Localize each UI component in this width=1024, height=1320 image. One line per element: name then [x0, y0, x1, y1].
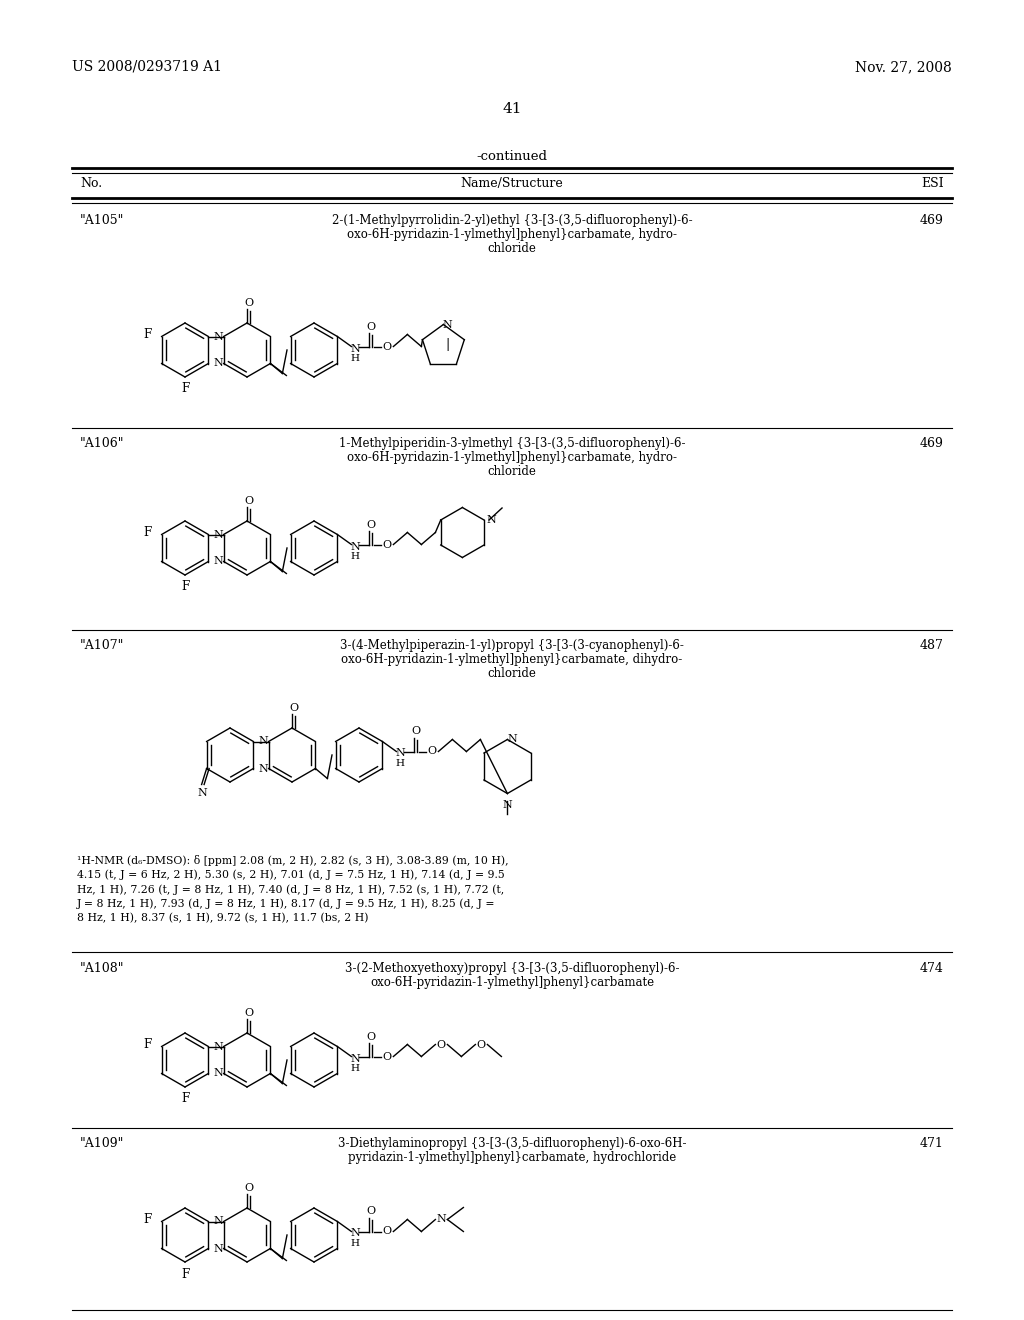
Text: 3-(4-Methylpiperazin-1-yl)propyl {3-[3-(3-cyanophenyl)-6-: 3-(4-Methylpiperazin-1-yl)propyl {3-[3-(… [340, 639, 684, 652]
Text: 41: 41 [502, 102, 522, 116]
Text: N: N [350, 343, 360, 354]
Text: chloride: chloride [487, 242, 537, 255]
Text: O: O [245, 496, 254, 506]
Text: 8 Hz, 1 H), 8.37 (s, 1 H), 9.72 (s, 1 H), 11.7 (bs, 2 H): 8 Hz, 1 H), 8.37 (s, 1 H), 9.72 (s, 1 H)… [77, 913, 369, 924]
Text: 487: 487 [921, 639, 944, 652]
Text: O: O [383, 1226, 392, 1237]
Text: ¹H-NMR (d₆-DMSO): δ [ppm] 2.08 (m, 2 H), 2.82 (s, 3 H), 3.08-3.89 (m, 10 H),: ¹H-NMR (d₆-DMSO): δ [ppm] 2.08 (m, 2 H),… [77, 855, 509, 866]
Text: O: O [367, 1031, 376, 1041]
Text: N: N [214, 1217, 223, 1226]
Text: ESI: ESI [922, 177, 944, 190]
Text: O: O [367, 322, 376, 331]
Text: O: O [367, 520, 376, 529]
Text: F: F [181, 1093, 189, 1106]
Text: F: F [143, 327, 152, 341]
Text: N: N [442, 319, 453, 330]
Text: O: O [383, 540, 392, 549]
Text: pyridazin-1-ylmethyl]phenyl}carbamate, hydrochloride: pyridazin-1-ylmethyl]phenyl}carbamate, h… [348, 1151, 676, 1164]
Text: J = 8 Hz, 1 H), 7.93 (d, J = 8 Hz, 1 H), 8.17 (d, J = 9.5 Hz, 1 H), 8.25 (d, J =: J = 8 Hz, 1 H), 7.93 (d, J = 8 Hz, 1 H),… [77, 899, 496, 909]
Text: Nov. 27, 2008: Nov. 27, 2008 [855, 59, 952, 74]
Text: N: N [198, 788, 208, 799]
Text: F: F [143, 1038, 152, 1051]
Text: 2-(1-Methylpyrrolidin-2-yl)ethyl {3-[3-(3,5-difluorophenyl)-6-: 2-(1-Methylpyrrolidin-2-yl)ethyl {3-[3-(… [332, 214, 692, 227]
Text: N: N [350, 541, 360, 552]
Text: N: N [395, 748, 406, 759]
Text: O: O [245, 298, 254, 308]
Text: "A105": "A105" [80, 214, 124, 227]
Text: N: N [436, 1214, 446, 1225]
Text: N: N [486, 515, 496, 525]
Text: 471: 471 [921, 1137, 944, 1150]
Text: "A106": "A106" [80, 437, 125, 450]
Text: oxo-6H-pyridazin-1-ylmethyl]phenyl}carbamate, hydro-: oxo-6H-pyridazin-1-ylmethyl]phenyl}carba… [347, 228, 677, 242]
Text: O: O [290, 704, 299, 713]
Text: N: N [503, 800, 512, 810]
Text: |: | [445, 338, 450, 351]
Text: N: N [214, 1243, 223, 1254]
Text: F: F [181, 1267, 189, 1280]
Text: 469: 469 [921, 437, 944, 450]
Text: "A108": "A108" [80, 962, 125, 975]
Text: F: F [181, 383, 189, 396]
Text: O: O [412, 726, 421, 737]
Text: 4.15 (t, J = 6 Hz, 2 H), 5.30 (s, 2 H), 7.01 (d, J = 7.5 Hz, 1 H), 7.14 (d, J = : 4.15 (t, J = 6 Hz, 2 H), 5.30 (s, 2 H), … [77, 870, 505, 880]
Text: H: H [351, 552, 359, 561]
Text: -continued: -continued [476, 150, 548, 162]
Text: N: N [214, 359, 223, 368]
Text: O: O [437, 1040, 445, 1049]
Text: 469: 469 [921, 214, 944, 227]
Text: O: O [477, 1040, 486, 1049]
Text: N: N [350, 1229, 360, 1238]
Text: US 2008/0293719 A1: US 2008/0293719 A1 [72, 59, 222, 74]
Text: N: N [508, 734, 517, 744]
Text: chloride: chloride [487, 465, 537, 478]
Text: N: N [214, 1068, 223, 1078]
Text: O: O [245, 1008, 254, 1018]
Text: oxo-6H-pyridazin-1-ylmethyl]phenyl}carbamate: oxo-6H-pyridazin-1-ylmethyl]phenyl}carba… [370, 975, 654, 989]
Text: H: H [351, 1239, 359, 1247]
Text: Hz, 1 H), 7.26 (t, J = 8 Hz, 1 H), 7.40 (d, J = 8 Hz, 1 H), 7.52 (s, 1 H), 7.72 : Hz, 1 H), 7.26 (t, J = 8 Hz, 1 H), 7.40 … [77, 884, 504, 895]
Text: 3-Diethylaminopropyl {3-[3-(3,5-difluorophenyl)-6-oxo-6H-: 3-Diethylaminopropyl {3-[3-(3,5-difluoro… [338, 1137, 686, 1150]
Text: 3-(2-Methoxyethoxy)propyl {3-[3-(3,5-difluorophenyl)-6-: 3-(2-Methoxyethoxy)propyl {3-[3-(3,5-dif… [345, 962, 679, 975]
Text: 1-Methylpiperidin-3-ylmethyl {3-[3-(3,5-difluorophenyl)-6-: 1-Methylpiperidin-3-ylmethyl {3-[3-(3,5-… [339, 437, 685, 450]
Text: oxo-6H-pyridazin-1-ylmethyl]phenyl}carbamate, hydro-: oxo-6H-pyridazin-1-ylmethyl]phenyl}carba… [347, 451, 677, 465]
Text: O: O [428, 747, 437, 756]
Text: "A107": "A107" [80, 639, 124, 652]
Text: O: O [383, 342, 392, 351]
Text: N: N [214, 557, 223, 566]
Text: N: N [259, 737, 268, 747]
Text: "A109": "A109" [80, 1137, 124, 1150]
Text: N: N [259, 763, 268, 774]
Text: F: F [181, 581, 189, 594]
Text: O: O [383, 1052, 392, 1061]
Text: N: N [214, 529, 223, 540]
Text: Name/Structure: Name/Structure [461, 177, 563, 190]
Text: H: H [351, 354, 359, 363]
Text: O: O [245, 1183, 254, 1193]
Text: H: H [351, 1064, 359, 1073]
Text: chloride: chloride [487, 667, 537, 680]
Text: F: F [143, 525, 152, 539]
Text: No.: No. [80, 177, 102, 190]
Text: N: N [214, 1041, 223, 1052]
Text: F: F [143, 1213, 152, 1226]
Text: O: O [367, 1206, 376, 1217]
Text: H: H [396, 759, 404, 768]
Text: 474: 474 [921, 962, 944, 975]
Text: oxo-6H-pyridazin-1-ylmethyl]phenyl}carbamate, dihydro-: oxo-6H-pyridazin-1-ylmethyl]phenyl}carba… [341, 653, 683, 667]
Text: N: N [350, 1053, 360, 1064]
Text: N: N [214, 331, 223, 342]
